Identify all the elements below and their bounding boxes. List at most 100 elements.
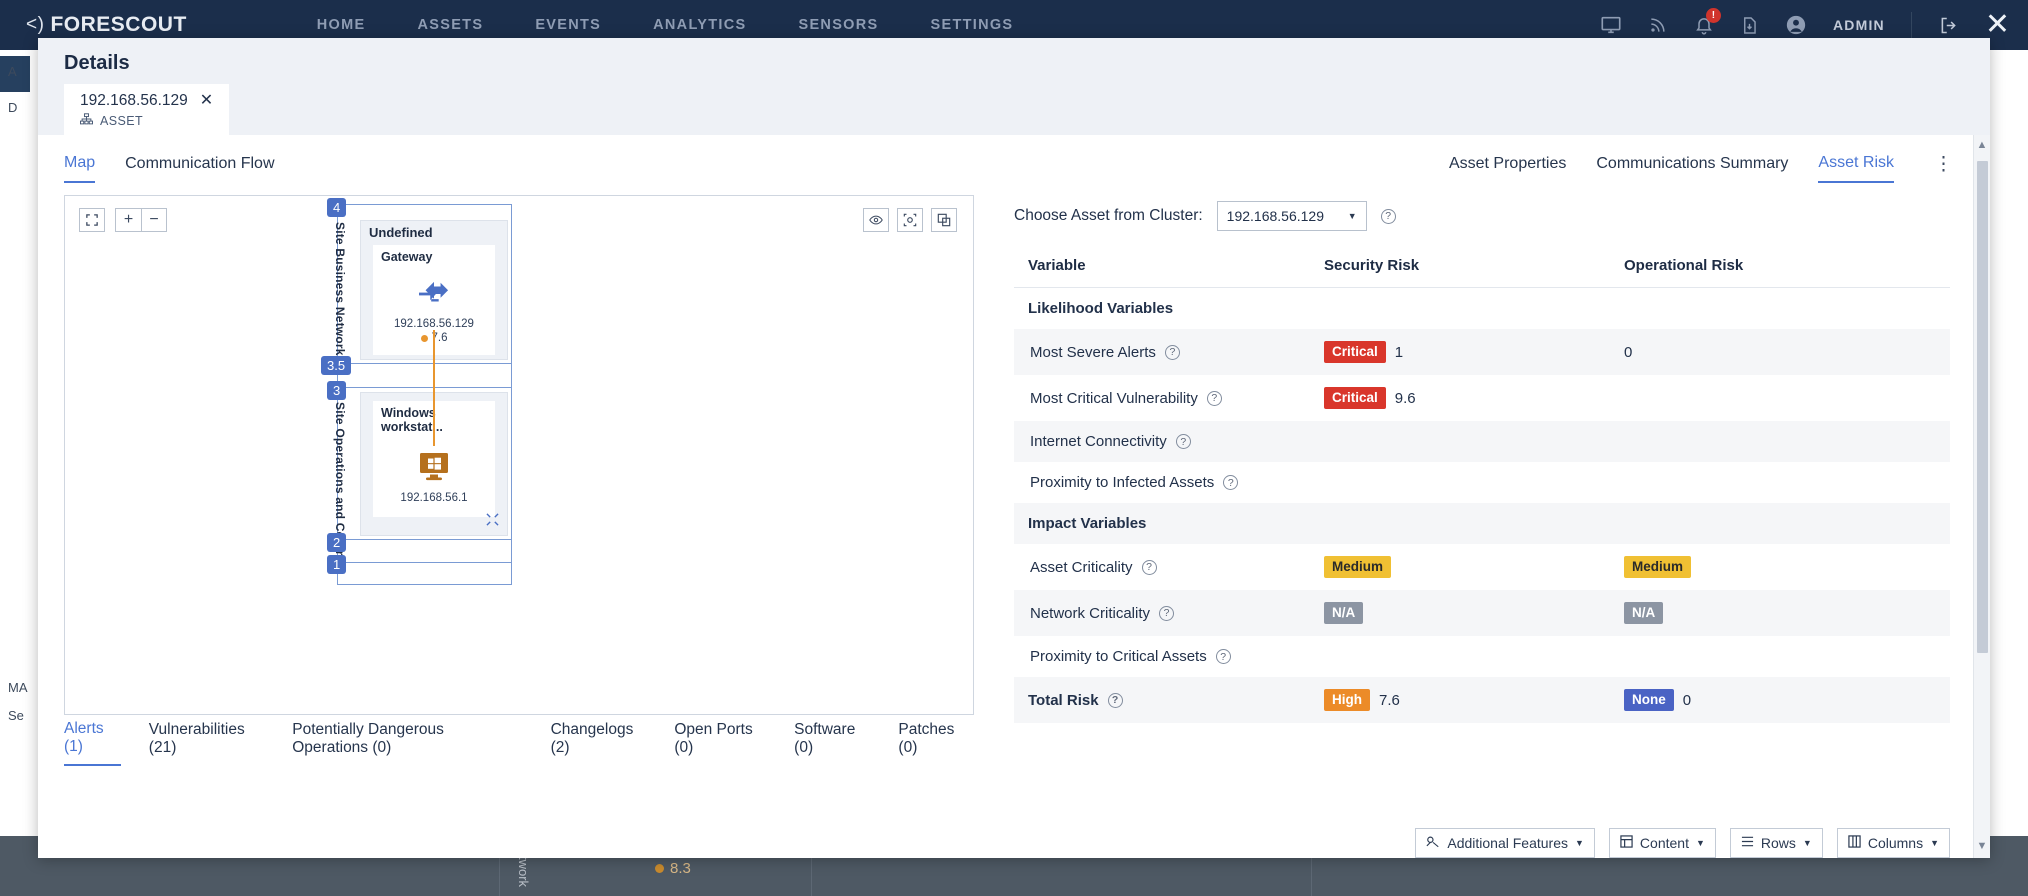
zone-chip-4[interactable]: 4 <box>327 198 347 217</box>
zone-chip-3[interactable]: 3 <box>327 381 347 400</box>
col-operational-risk: Operational Risk <box>1624 257 1950 288</box>
zone-chip-3-5[interactable]: 3.5 <box>321 356 352 375</box>
details-modal: Details 192.168.56.129 ✕ ASSET <box>38 38 1990 858</box>
help-icon[interactable]: ? <box>1175 434 1191 449</box>
collapse-group-icon[interactable] <box>486 513 499 529</box>
asset-risk-table: Variable Security Risk Operational Risk … <box>1014 257 1950 723</box>
table-row[interactable]: Proximity to Critical Assets ? <box>1014 636 1950 677</box>
right-tabs-row: Asset Properties Communications Summary … <box>998 135 1990 189</box>
nav-sensors[interactable]: SENSORS <box>798 17 879 33</box>
help-icon[interactable]: ? <box>1215 649 1231 664</box>
grid-toolbar: Additional Features ▼ Content ▼ Ro <box>1415 828 1950 858</box>
nav-events[interactable]: EVENTS <box>535 17 602 33</box>
table-row[interactable]: Network Criticality ? N/A N/A <box>1014 590 1950 636</box>
tab-asset-properties[interactable]: Asset Properties <box>1448 154 1567 172</box>
cluster-select[interactable]: 192.168.56.129 ▼ <box>1216 201 1367 231</box>
columns-button[interactable]: Columns ▼ <box>1836 828 1950 858</box>
modal-scrollbar[interactable]: ▲ ▼ <box>1973 135 1990 858</box>
cluster-selector-row: Choose Asset from Cluster: 192.168.56.12… <box>1014 201 1950 231</box>
row-label: Most Critical Vulnerability <box>1030 389 1198 407</box>
bg-filter-value: Se <box>8 708 24 723</box>
node-gateway-ip: 192.168.56.129 <box>394 318 474 330</box>
zoom-in-icon[interactable]: + <box>115 208 141 232</box>
tab-vulnerabilities[interactable]: Vulnerabilities (21) <box>148 721 245 756</box>
security-value <box>1324 421 1624 462</box>
scroll-up-arrow[interactable]: ▲ <box>1976 139 1988 151</box>
zone-chip-2[interactable]: 2 <box>327 533 347 552</box>
scrollbar-thumb[interactable] <box>1977 161 1988 653</box>
chevron-down-icon: ▼ <box>1575 838 1584 848</box>
status-badge: Critical <box>1324 387 1386 409</box>
download-report-icon[interactable] <box>1740 15 1759 36</box>
chevron-down-icon: ▼ <box>1347 211 1357 221</box>
tab-potentially-dangerous-operations[interactable]: Potentially Dangerous Operations (0) <box>292 721 444 756</box>
cluster-help-icon[interactable]: ? <box>1380 208 1396 224</box>
tab-communication-flow[interactable]: Communication Flow <box>125 154 275 172</box>
table-section-row: Impact Variables <box>1014 503 1950 544</box>
col-variable: Variable <box>1014 257 1324 288</box>
additional-features-button[interactable]: Additional Features ▼ <box>1415 828 1595 858</box>
network-map[interactable]: + − <box>64 195 974 715</box>
help-icon[interactable]: ? <box>1141 559 1157 575</box>
asset-tabstrip: 192.168.56.129 ✕ ASSET <box>38 84 1990 135</box>
nav-assets[interactable]: ASSETS <box>417 17 484 33</box>
tab-patches[interactable]: Patches (0) <box>898 721 955 756</box>
user-avatar-icon[interactable] <box>1785 14 1807 36</box>
table-row[interactable]: Asset Criticality ? Medium Medium <box>1014 544 1950 590</box>
notification-badge: ! <box>1705 7 1721 23</box>
status-badge: Critical <box>1324 341 1386 363</box>
col-security-risk: Security Risk <box>1324 257 1624 288</box>
content-button[interactable]: Content ▼ <box>1608 828 1716 858</box>
score-dot-icon <box>420 334 428 342</box>
nav-home[interactable]: HOME <box>316 17 366 33</box>
tab-map[interactable]: Map <box>64 154 96 183</box>
help-icon[interactable]: ? <box>1206 390 1222 406</box>
visibility-eye-icon[interactable] <box>863 208 889 232</box>
rows-button[interactable]: Rows ▼ <box>1729 828 1823 858</box>
table-row[interactable]: Most Critical Vulnerability ? Critical 9… <box>1014 375 1950 421</box>
help-icon[interactable]: ? <box>1223 475 1239 490</box>
table-row[interactable]: Internet Connectivity ? <box>1014 421 1950 462</box>
monitor-icon[interactable] <box>1600 14 1622 36</box>
zone-chip-1[interactable]: 1 <box>327 555 347 574</box>
table-total-row[interactable]: Total Risk ? High 7.6 <box>1014 677 1950 723</box>
tab-alerts[interactable]: Alerts (1) <box>64 720 121 766</box>
close-window-icon[interactable]: ✕ <box>1984 8 2010 41</box>
features-icon <box>1426 835 1440 851</box>
group-undefined[interactable]: Undefined Gateway <box>360 220 508 360</box>
help-icon[interactable]: ? <box>1159 605 1175 621</box>
zoom-out-icon[interactable]: − <box>141 208 167 232</box>
tab-asset-risk[interactable]: Asset Risk <box>1818 154 1894 183</box>
security-value <box>1324 462 1624 503</box>
tab-open-ports[interactable]: Open Ports (0) <box>674 721 753 756</box>
row-label: Proximity to Critical Assets <box>1030 648 1207 665</box>
more-options-icon[interactable]: ⋮ <box>1934 153 1954 175</box>
logout-icon[interactable] <box>1938 15 1959 36</box>
tab-software[interactable]: Software (0) <box>794 721 856 756</box>
notifications-bell-icon[interactable]: ! <box>1694 7 1721 36</box>
fullscreen-icon[interactable] <box>79 208 105 232</box>
asset-tab-192-168-56-129[interactable]: 192.168.56.129 ✕ ASSET <box>64 84 230 135</box>
right-column: Asset Properties Communications Summary … <box>998 135 1990 858</box>
windows-workstation-icon <box>416 451 452 488</box>
forescout-logo[interactable]: <) FORESCOUT <box>26 13 187 37</box>
security-value: 7.6 <box>1379 691 1400 709</box>
node-workstation-title: Windows workstat... <box>381 406 443 434</box>
tab-communications-summary[interactable]: Communications Summary <box>1596 154 1789 172</box>
table-row[interactable]: Most Severe Alerts ? Critical 1 <box>1014 329 1950 375</box>
help-icon[interactable]: ? <box>1164 344 1180 360</box>
close-icon[interactable]: ✕ <box>199 92 214 109</box>
asset-tab-ip-label: 192.168.56.129 <box>80 92 188 109</box>
scroll-down-arrow[interactable]: ▼ <box>1976 840 1988 852</box>
table-row[interactable]: Proximity to Infected Assets ? <box>1014 462 1950 503</box>
tab-changelogs[interactable]: Changelogs (2) <box>550 721 634 756</box>
right-tabs: Asset Properties Communications Summary … <box>1419 148 1954 183</box>
layout-nodes-icon[interactable] <box>931 208 957 232</box>
fit-to-screen-icon[interactable] <box>897 208 923 232</box>
nav-settings[interactable]: SETTINGS <box>930 17 1014 33</box>
help-icon[interactable]: ? <box>1107 692 1123 708</box>
operational-value: 0 <box>1624 329 1950 375</box>
content-icon <box>1620 835 1633 851</box>
rss-feed-icon[interactable] <box>1648 15 1668 35</box>
nav-analytics[interactable]: ANALYTICS <box>653 17 747 33</box>
